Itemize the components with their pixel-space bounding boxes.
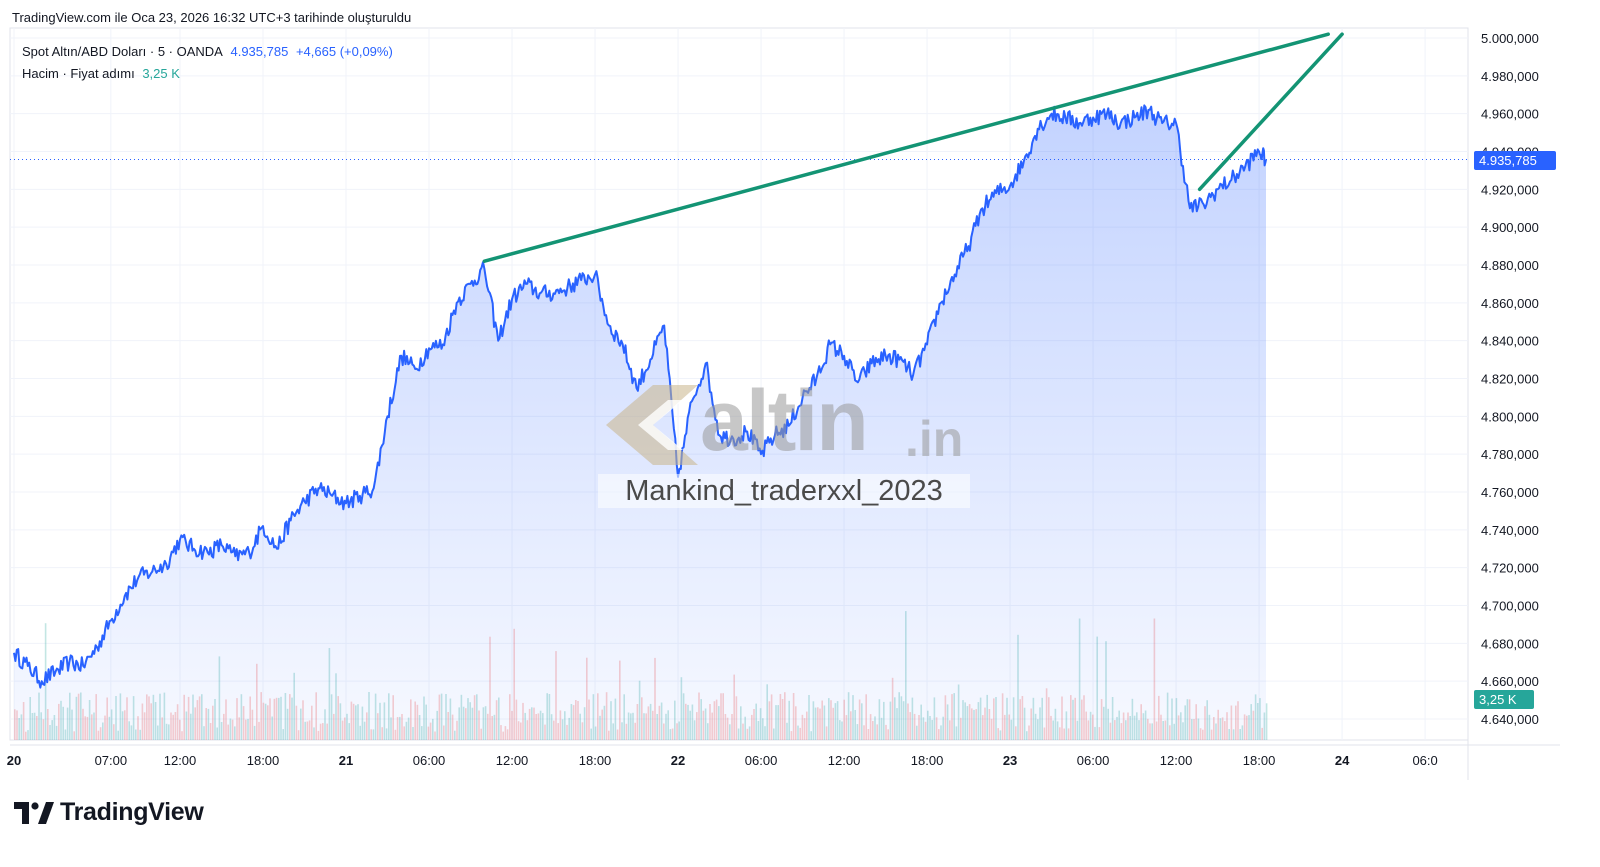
x-tick-label: 18:00 [247,753,280,768]
y-tick-label: 4.740,000 [1481,523,1539,538]
axes: 4.640,000 4.660,000 4.680,000 4.700,000 4.72… [7,31,1539,768]
volume-legend[interactable]: Hacim · Fiyat adımı 3,25 K [22,66,184,81]
volume-label: Hacim · Fiyat adımı [22,66,135,81]
x-tick-label: 06:00 [413,753,446,768]
y-tick-label: 4.980,000 [1481,69,1539,84]
x-tick-label: 06:0 [1412,753,1437,768]
y-tick-label: 4.660,000 [1481,674,1539,689]
x-tick-label: 20 [7,753,21,768]
x-tick-label: 22 [671,753,685,768]
x-tick-label: 18:00 [579,753,612,768]
volume-bar [1265,703,1268,740]
y-tick-label: 4.800,000 [1481,409,1539,424]
symbol-legend[interactable]: Spot Altın/ABD Doları · 5 · OANDA 4.935,… [22,44,397,59]
y-tick-label: 4.720,000 [1481,561,1539,576]
last-price: 4.935,785 [230,44,289,59]
last-price-tag: 4.935,785 [1474,151,1556,170]
watermark-brand-suffix: .in [905,411,964,467]
altin-logo-icon [606,385,698,465]
y-tick-label: 4.780,000 [1481,447,1539,462]
x-tick-label: 12:00 [164,753,197,768]
y-tick-label: 5.000,000 [1481,31,1539,46]
tradingview-logo-icon [14,801,54,824]
y-tick-label: 4.920,000 [1481,182,1539,197]
y-tick-label: 4.860,000 [1481,296,1539,311]
x-tick-label: 24 [1335,753,1350,768]
symbol-name: Spot Altın/ABD Doları · 5 · OANDA [22,44,223,59]
x-tick-label: 23 [1003,753,1017,768]
y-tick-label: 4.900,000 [1481,220,1539,235]
price-line [13,104,1267,689]
y-tick-label: 4.820,000 [1481,372,1539,387]
x-tick-label: 12:00 [828,753,861,768]
y-tick-label: 4.760,000 [1481,485,1539,500]
x-tick-label: 06:00 [1077,753,1110,768]
trendlines[interactable] [482,32,1344,263]
x-tick-label: 12:00 [496,753,529,768]
y-tick-label: 4.680,000 [1481,636,1539,651]
y-tick-label: 4.880,000 [1481,258,1539,273]
x-tick-label: 18:00 [1243,753,1276,768]
y-tick-label: 4.960,000 [1481,107,1539,122]
tradingview-logo[interactable]: TradingView [14,798,204,827]
watermark-brand: altin [700,373,869,469]
volume-tag: 3,25 K [1474,690,1534,709]
y-tick-label: 4.700,000 [1481,599,1539,614]
trendline [1197,32,1344,192]
volume-value: 3,25 K [142,66,180,81]
x-tick-label: 21 [339,753,353,768]
x-tick-label: 12:00 [1160,753,1193,768]
y-tick-label: 4.640,000 [1481,712,1539,727]
y-tick-label: 4.840,000 [1481,334,1539,349]
x-tick-label: 18:00 [911,753,944,768]
chart-header: TradingView.com ile Oca 23, 2026 16:32 U… [12,10,412,25]
tradingview-logo-text: TradingView [60,798,204,826]
watermark-user: Mankind_traderxxl_2023 [598,474,970,508]
trendline [482,32,1331,263]
x-tick-label: 07:00 [95,753,128,768]
x-tick-label: 06:00 [745,753,778,768]
price-change: +4,665 (+0,09%) [295,44,393,59]
